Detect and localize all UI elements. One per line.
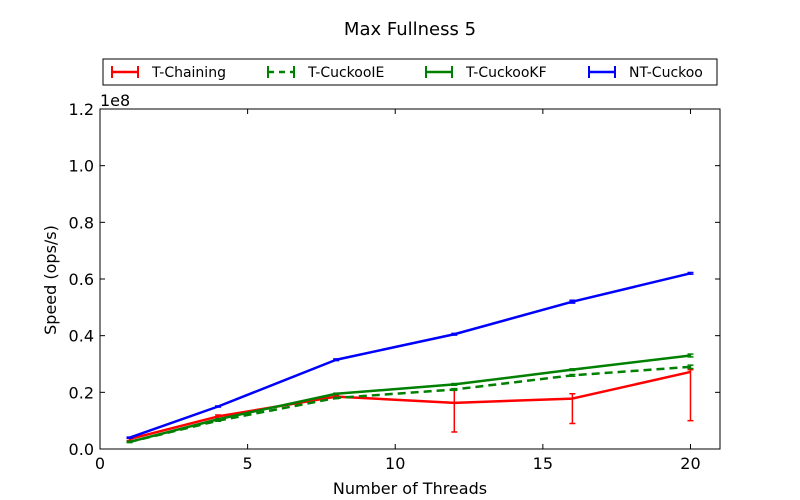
y-axis-label: Speed (ops/s) <box>41 225 60 335</box>
x-tick-label: 10 <box>385 454 405 473</box>
legend-label: T-CuckooKF <box>465 65 547 81</box>
error-bar-t-cuckooie <box>333 396 340 400</box>
error-bar-t-cuckookf <box>687 353 694 358</box>
series-line-nt-cuckoo <box>129 272 691 439</box>
legend-label: T-Chaining <box>151 65 226 81</box>
error-bar-nt-cuckoo <box>126 436 133 439</box>
legend: T-Chaining T-CuckooIE T-CuckooKF NT-Cuckoo <box>102 58 718 86</box>
error-bar-t-cuckookf <box>569 368 576 372</box>
y-tick-label: 0.4 <box>69 327 94 346</box>
x-tick-label: 0 <box>95 454 105 473</box>
legend-item-t-cuckooie: T-CuckooIE <box>267 65 384 81</box>
x-tick-label: 5 <box>243 454 253 473</box>
legend-item-nt-cuckoo: NT-Cuckoo <box>588 65 703 81</box>
y-tick-label: 0.2 <box>69 383 94 402</box>
error-bar-nt-cuckoo <box>687 271 694 275</box>
error-bar-nt-cuckoo <box>215 405 222 408</box>
x-tick-label: 20 <box>680 454 700 473</box>
error-bar-t-cuckookf <box>333 392 340 396</box>
series-line-t-cuckookf <box>129 354 691 444</box>
axes-frame <box>99 108 721 450</box>
y-tick-label: 1.0 <box>69 157 94 176</box>
chart-title: Max Fullness 5 <box>344 19 476 40</box>
error-bar-t-chaining <box>569 393 576 425</box>
legend-label: T-CuckooIE <box>307 65 384 81</box>
legend-label: NT-Cuckoo <box>629 65 703 81</box>
error-bar-t-cuckooie <box>569 373 576 377</box>
error-bar-t-cuckooie <box>687 364 694 370</box>
series-line-t-cuckooie <box>129 365 691 444</box>
series-line-t-chaining <box>129 370 691 441</box>
error-bar-nt-cuckoo <box>569 299 576 304</box>
y-tick-label: 1.2 <box>69 100 94 119</box>
error-bar-nt-cuckoo <box>451 332 458 336</box>
y-tick-label: 0.6 <box>69 270 94 289</box>
error-bar-t-chaining <box>451 388 458 433</box>
legend-item-t-cuckookf: T-CuckooKF <box>425 65 547 81</box>
x-tick-label: 15 <box>533 454 553 473</box>
y-scale-label: 1e8 <box>100 91 130 110</box>
error-bar-nt-cuckoo <box>333 358 340 362</box>
x-axis-label: Number of Threads <box>333 479 487 498</box>
y-tick-label: 0.0 <box>69 440 94 459</box>
plot-area: 0 5 10 15 20 0.0 0.2 0.4 0.6 0.8 1.0 1.2 <box>69 100 721 473</box>
error-bar-t-cuckooie <box>451 387 458 392</box>
error-bar-t-cuckookf <box>215 417 222 421</box>
error-bar-t-cuckookf <box>126 440 133 444</box>
error-bar-t-cuckookf <box>451 382 458 386</box>
legend-item-t-chaining: T-Chaining <box>111 65 226 81</box>
error-bar-t-chaining <box>687 368 694 422</box>
y-tick-label: 0.8 <box>69 213 94 232</box>
